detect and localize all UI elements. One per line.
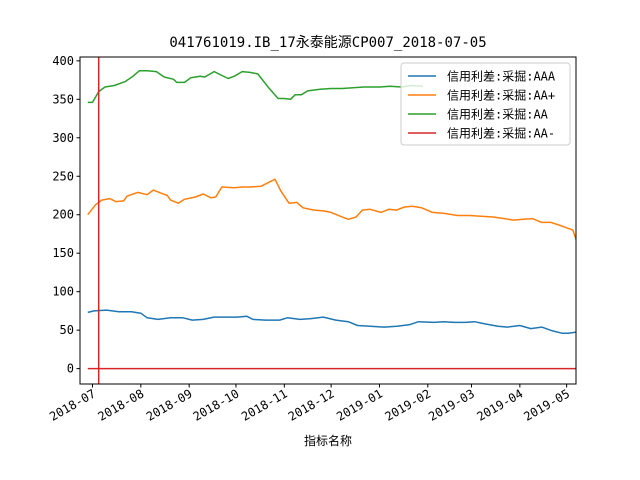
- y-tick-label: 350: [52, 92, 74, 106]
- series-line-0: [87, 309, 576, 334]
- series-line-2: [87, 70, 424, 104]
- legend-label-1: 信用利差:采掘:AA+: [447, 88, 555, 103]
- y-tick-label: 200: [52, 208, 74, 222]
- x-axis-label: 指标名称: [304, 433, 352, 448]
- chart-title: 041761019.IB_17永泰能源CP007_2018-07-05: [169, 35, 486, 51]
- y-axis: 0 50 100 150 200 250 300 350 400: [52, 54, 80, 376]
- y-tick-label: 250: [52, 169, 74, 183]
- y-tick-label: 50: [60, 323, 74, 337]
- y-tick-label: 150: [52, 246, 74, 260]
- y-tick-label: 0: [67, 362, 74, 376]
- series-line-1: [87, 178, 576, 242]
- plot-frame: [79, 56, 577, 385]
- legend-box: [400, 62, 571, 146]
- legend-label-2: 信用利差:采掘:AA: [447, 107, 549, 122]
- y-tick-label: 100: [52, 285, 74, 299]
- y-tick-label: 300: [52, 131, 74, 145]
- legend-label-0: 信用利差:采掘:AAA: [447, 69, 556, 84]
- legend: 信用利差:采掘:AAA 信用利差:采掘:AA+ 信用利差:采掘:AA 信用利差:采掘:…: [400, 62, 571, 146]
- series-layer: [87, 70, 576, 370]
- y-tick-label: 400: [52, 54, 74, 68]
- legend-label-3: 信用利差:采掘:AA-: [447, 126, 555, 141]
